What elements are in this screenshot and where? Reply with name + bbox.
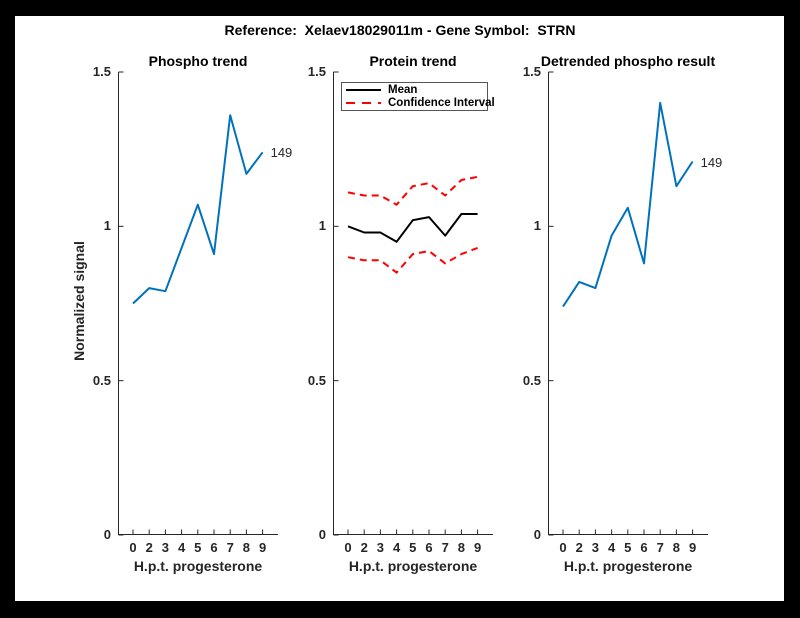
confidence-interval-line — [347, 175, 478, 206]
mean-line-sample — [346, 88, 381, 91]
y-tick-label: 0 — [318, 527, 326, 542]
subplot-title-detrended-phospho: Detrended phospho result — [540, 53, 716, 69]
subplot-title-phospho-trend: Phospho trend — [148, 53, 248, 69]
x-tick-label: 9 — [688, 540, 697, 555]
data-line — [562, 101, 694, 308]
x-axis-label: H.p.t. progesterone — [348, 558, 478, 574]
x-tick-label: 3 — [591, 540, 599, 555]
y-tick-label: 1 — [103, 218, 111, 234]
figure-title: Reference: Xelaev18029011m - Gene Symbol… — [224, 22, 576, 38]
y-tick-label: 0.5 — [522, 372, 541, 388]
data-line — [132, 114, 264, 305]
figure-canvas — [15, 16, 784, 601]
x-axis-label: H.p.t. progesterone — [563, 558, 693, 574]
x-tick-label: 0 — [129, 540, 137, 555]
y-tick-label: 0.5 — [307, 372, 326, 388]
legend: Mean Confidence Interval — [341, 82, 495, 111]
x-tick-label: 2 — [575, 540, 583, 555]
x-tick-label: 6 — [425, 540, 433, 555]
x-tick-label: 7 — [226, 540, 234, 555]
y-tick-label: 1 — [318, 218, 326, 234]
x-tick-label: 9 — [258, 540, 267, 555]
x-tick-label: 3 — [161, 540, 169, 555]
y-tick-label: 0 — [103, 527, 111, 542]
subplot-title-protein-trend: Protein trend — [369, 53, 457, 69]
y-tick-label: 1 — [533, 218, 541, 234]
endpoint-label: 149 — [700, 154, 723, 170]
detrended-phospho-plot — [548, 71, 708, 536]
x-tick-label: 5 — [409, 540, 417, 555]
y-tick-label: 1.5 — [307, 64, 326, 79]
legend-label-confidence-interval: Confidence Interval — [388, 97, 495, 110]
y-tick-label: 0 — [533, 527, 541, 542]
x-tick-label: 7 — [656, 540, 664, 555]
phospho-trend-plot — [118, 71, 278, 536]
x-axis-label: H.p.t. progesterone — [133, 558, 263, 574]
protein-trend-plot — [333, 71, 493, 536]
x-tick-label: 4 — [607, 540, 616, 555]
x-tick-label: 6 — [210, 540, 218, 555]
x-tick-label: 2 — [145, 540, 153, 555]
y-tick-label: 1.5 — [522, 64, 541, 79]
x-tick-label: 4 — [392, 540, 401, 555]
x-tick-label: 4 — [177, 540, 186, 555]
legend-label-mean: Mean — [388, 83, 418, 96]
x-tick-label: 0 — [344, 540, 352, 555]
x-tick-label: 8 — [457, 540, 465, 555]
endpoint-label: 149 — [270, 145, 293, 161]
legend-item-mean: Mean — [342, 83, 487, 96]
x-tick-label: 8 — [672, 540, 680, 555]
x-tick-label: 5 — [194, 540, 202, 555]
y-tick-label: 1.5 — [92, 64, 111, 79]
x-tick-label: 8 — [242, 540, 250, 555]
x-tick-label: 2 — [360, 540, 368, 555]
x-tick-label: 0 — [559, 540, 567, 555]
confidence-interval-line-sample — [346, 102, 381, 105]
x-tick-label: 7 — [441, 540, 449, 555]
y-tick-label: 0.5 — [92, 372, 111, 388]
x-tick-label: 6 — [640, 540, 648, 555]
x-tick-label: 3 — [376, 540, 384, 555]
legend-item-confidence-interval: Confidence Interval — [342, 97, 495, 110]
x-tick-label: 9 — [473, 540, 482, 555]
confidence-interval-line — [347, 246, 478, 274]
data-line — [347, 213, 478, 243]
x-tick-label: 5 — [624, 540, 632, 555]
y-axis-label: Normalized signal — [71, 241, 87, 361]
